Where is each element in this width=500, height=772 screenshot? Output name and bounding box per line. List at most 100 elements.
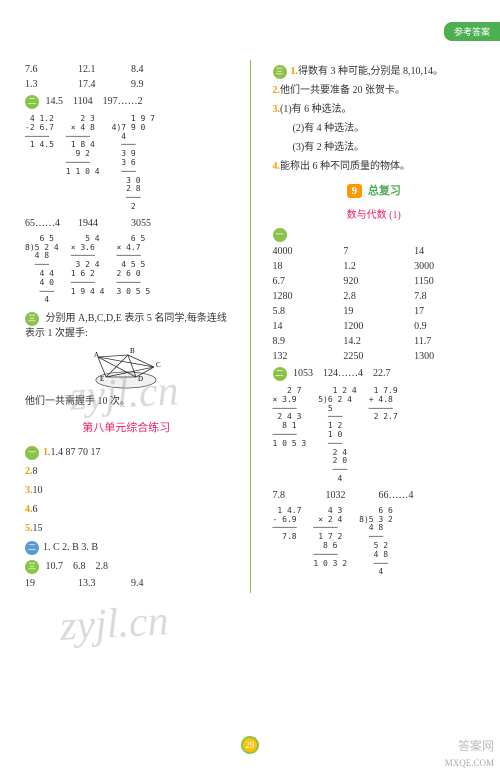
svg-text:D: D	[138, 375, 143, 383]
qnum: 2.	[25, 466, 33, 477]
long-calc: 1 9 7 4)7 9 0 4 ─── 3 9 3 6 ─── 3 0 2 8 …	[112, 115, 155, 212]
section-3: 三 10.7 6.8 2.8	[25, 559, 228, 574]
item-3: 3.(1)有 6 种选法。	[273, 102, 476, 117]
val: 3055	[131, 218, 166, 229]
item-2: 2.他们一共要准备 20 张贺卡。	[273, 83, 476, 98]
long-calc: 4 3 × 2 4 ───── 1 7 2 8 6 ───── 1 0 3 2	[313, 507, 347, 577]
val: 66……4	[379, 490, 414, 501]
val: 9.9	[131, 79, 166, 90]
val: 8.4	[131, 64, 166, 75]
multiple-choice: 二1. C 2. B 3. B	[25, 540, 228, 555]
val: 1.3	[25, 79, 60, 90]
badge-icon: 二	[273, 367, 287, 381]
text: (1)有 6 种选法。	[280, 104, 352, 115]
val: 17.4	[78, 79, 113, 90]
handshake-problem: 三 分别用 A,B,C,D,E 表示 5 名同学,每条连线表示 1 次握手:	[25, 311, 228, 341]
long-calc: 6 5 × 4.7 ───── 4 5 5 2 6 0 ───── 3 0 5 …	[116, 235, 150, 305]
chapter-9: 9 总复习	[273, 182, 476, 198]
calc-group: 4 1.2 -2 6.7 ───── 1 4.5 2 3 × 4 8 ─────…	[25, 115, 228, 212]
val: 7.6	[25, 64, 60, 75]
svg-text:A: A	[94, 351, 99, 359]
page-number: 29	[241, 736, 259, 754]
item-4: 4.能称出 6 种不同质量的物体。	[273, 159, 476, 174]
long-calc: 1 2 4 5)6 2 4 5 ─── 1 2 1 0 ─── 2 4 2 0 …	[318, 387, 357, 484]
page-content: 7.6 12.1 8.4 1.3 17.4 9.9 二 14.5 1104 19…	[0, 0, 500, 613]
text: 能称出 6 种不同质量的物体。	[280, 161, 410, 172]
svg-text:C: C	[156, 361, 161, 369]
item-3c: (3)有 2 种选法。	[273, 140, 476, 155]
val: 2250	[343, 351, 404, 362]
val: 15	[33, 523, 43, 534]
text: 他们一共要准备 20 张贺卡。	[280, 85, 405, 96]
val: 6.7	[273, 276, 334, 287]
qnum: 3.	[273, 104, 281, 115]
answer-row: 1.3 17.4 9.9	[25, 79, 228, 90]
watermark-logo: 答案网	[458, 737, 494, 754]
section-2: 二 14.5 1104 197……2	[25, 94, 228, 109]
val: 1053	[293, 368, 313, 379]
text: 得数有 3 种可能,分别是 8,10,14。	[298, 66, 443, 77]
item-3b: (2)有 4 种选法。	[273, 121, 476, 136]
text: 分别用 A,B,C,D,E 表示 5 名同学,每条连线表示 1 次握手:	[25, 313, 227, 339]
long-calc: 1 7.9 + 4.8 ───── 2 2.7	[369, 387, 398, 484]
watermark-url: MXQE.COM	[445, 758, 494, 768]
calc-group: 1 4.7 - 6.9 ───── 7.8 4 3 × 2 4 ───── 1 …	[273, 507, 476, 577]
item-1: 三1.得数有 3 种可能,分别是 8,10,14。	[273, 64, 476, 79]
val: 124……4	[323, 368, 363, 379]
val: 14	[414, 246, 475, 257]
qnum: 5.	[25, 523, 33, 534]
calc-group: 2 7 × 3.9 ───── 2 4 3 8 1 ───── 1 0 5 3 …	[273, 387, 476, 484]
val: 4000	[273, 246, 334, 257]
val: 7.8	[414, 291, 475, 302]
val: 1150	[414, 276, 475, 287]
val: 11.7	[414, 336, 475, 347]
val: 1104	[73, 96, 93, 107]
qnum: 3.	[25, 485, 33, 496]
val: 17	[414, 306, 475, 317]
val: 1.4 87 70 17	[51, 447, 101, 458]
chapter-title: 总复习	[368, 185, 401, 197]
val: 8.9	[273, 336, 334, 347]
val: 2.8	[343, 291, 404, 302]
val: 22.7	[373, 368, 391, 379]
val: 19	[343, 306, 404, 317]
val: 132	[273, 351, 334, 362]
badge-icon: 二	[25, 95, 39, 109]
val: 1. C 2. B 3. B	[43, 542, 98, 553]
qnum: 1.	[291, 66, 299, 77]
val: 197……2	[103, 96, 143, 107]
val: 920	[343, 276, 404, 287]
val: 5.8	[273, 306, 334, 317]
q1: 一1.1.4 87 70 17	[25, 445, 228, 460]
qnum: 4.	[25, 504, 33, 515]
val: 14.2	[343, 336, 404, 347]
unit-8-title: 第八单元综合练习	[25, 419, 228, 435]
val: 8	[33, 466, 38, 477]
val: 2.8	[96, 561, 109, 572]
long-calc: 4 1.2 -2 6.7 ───── 1 4.5	[25, 115, 54, 212]
long-calc: 5 4 × 3.6 ───── 3 2 4 1 6 2 ───── 1 9 4 …	[71, 235, 105, 305]
val: 7.8	[273, 490, 308, 501]
left-column: 7.6 12.1 8.4 1.3 17.4 9.9 二 14.5 1104 19…	[25, 60, 228, 593]
svg-text:B: B	[130, 347, 135, 355]
answer-row: 65……4 1944 3055	[25, 218, 228, 229]
answer-key-tab: 参考答案	[444, 22, 500, 41]
val: 14	[273, 321, 334, 332]
column-divider	[250, 60, 251, 593]
val: 7	[343, 246, 404, 257]
answer-row: 19 13.3 9.4	[25, 578, 228, 589]
val: 1032	[326, 490, 361, 501]
val: 3000	[414, 261, 475, 272]
chapter-num: 9	[347, 184, 363, 198]
answer-row: 7.6 12.1 8.4	[25, 64, 228, 75]
section-1: 一	[273, 227, 476, 242]
val: 0.9	[414, 321, 475, 332]
right-column: 三1.得数有 3 种可能,分别是 8,10,14。 2.他们一共要准备 20 张…	[273, 60, 476, 593]
badge-icon: 一	[25, 446, 39, 460]
val: 6	[33, 504, 38, 515]
subtitle: 数与代数 (1)	[273, 206, 476, 221]
val: 13.3	[78, 578, 113, 589]
long-calc: 6 5 8)5 2 4 4 8 ─── 4 4 4 0 ─── 4	[25, 235, 59, 305]
val: 6.8	[73, 561, 86, 572]
val: 65……4	[25, 218, 60, 229]
